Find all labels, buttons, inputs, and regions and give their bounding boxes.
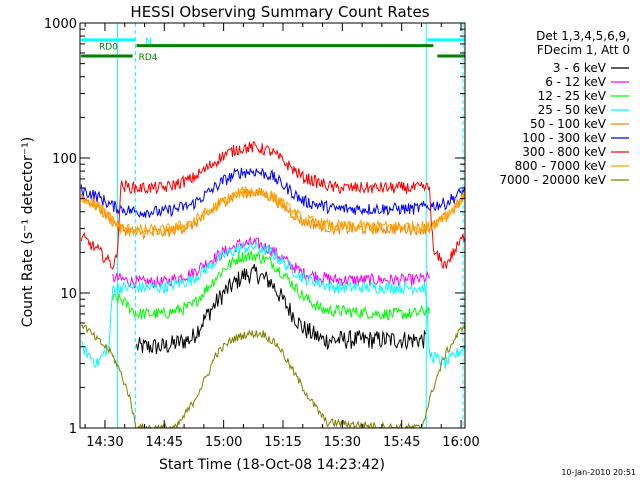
x-axis: 14:30 14:45 15:00 15:15 15:30 15:45 16:00	[84, 23, 480, 450]
plot-area: N RD0 RD4	[80, 23, 465, 428]
y-tick-label: 1000	[44, 17, 77, 32]
x-tick-label: 14:30	[86, 435, 123, 450]
x-tick-label: 14:45	[146, 435, 183, 450]
series-line-4	[80, 186, 465, 240]
series-line-0	[136, 263, 426, 355]
legend-label: 100 - 300 keV	[522, 131, 606, 145]
x-tick-label: 15:00	[205, 435, 242, 450]
flag-label-rd0: RD0	[99, 43, 118, 53]
legend-label: 50 - 100 keV	[530, 117, 607, 131]
legend-label: 3 - 6 keV	[553, 61, 607, 75]
legend-label: 6 - 12 keV	[545, 75, 607, 89]
x-tick-label: 15:30	[324, 435, 361, 450]
legend-label: 300 - 800 keV	[522, 145, 606, 159]
x-axis-label: Start Time (18-Oct-08 14:23:42)	[159, 457, 385, 473]
legend-header-line-2: FDecim 1, Att 0	[537, 43, 630, 57]
legend-header-line-1: Det 1,3,4,5,6,9,	[536, 29, 630, 43]
y-tick-label: 10	[60, 287, 77, 302]
series-line-5	[80, 167, 465, 219]
legend-label: 800 - 7000 keV	[515, 159, 607, 173]
legend-label: 7000 - 20000 keV	[499, 173, 606, 187]
series-line-8	[80, 321, 465, 428]
series-line-6	[80, 141, 465, 270]
series-line-3	[80, 239, 465, 369]
series-line-2	[112, 250, 430, 321]
y-tick-label: 1	[69, 422, 77, 437]
legend: Det 1,3,4,5,6,9, FDecim 1, Att 0 3 - 6 k…	[499, 29, 630, 187]
series-line-7	[80, 186, 465, 237]
x-tick-label: 16:00	[442, 435, 479, 450]
chart-title: HESSI Observing Summary Count Rates	[130, 3, 429, 21]
legend-label: 25 - 50 keV	[538, 103, 607, 117]
x-tick-label: 15:45	[383, 435, 420, 450]
x-tick-label: 15:15	[264, 435, 301, 450]
y-tick-label: 100	[52, 152, 77, 167]
flag-label-n: N	[145, 37, 152, 47]
y-axis: 1 10 100 1000	[44, 17, 465, 437]
timestamp-footer: 10-Jan-2010 20:51	[561, 468, 636, 477]
legend-label: 12 - 25 keV	[538, 89, 607, 103]
plot-frame	[79, 22, 466, 429]
series-line-1	[112, 236, 430, 289]
flag-label-rd4: RD4	[139, 53, 158, 63]
y-axis-label: Count Rate (s⁻¹ detector⁻¹)	[20, 137, 36, 327]
